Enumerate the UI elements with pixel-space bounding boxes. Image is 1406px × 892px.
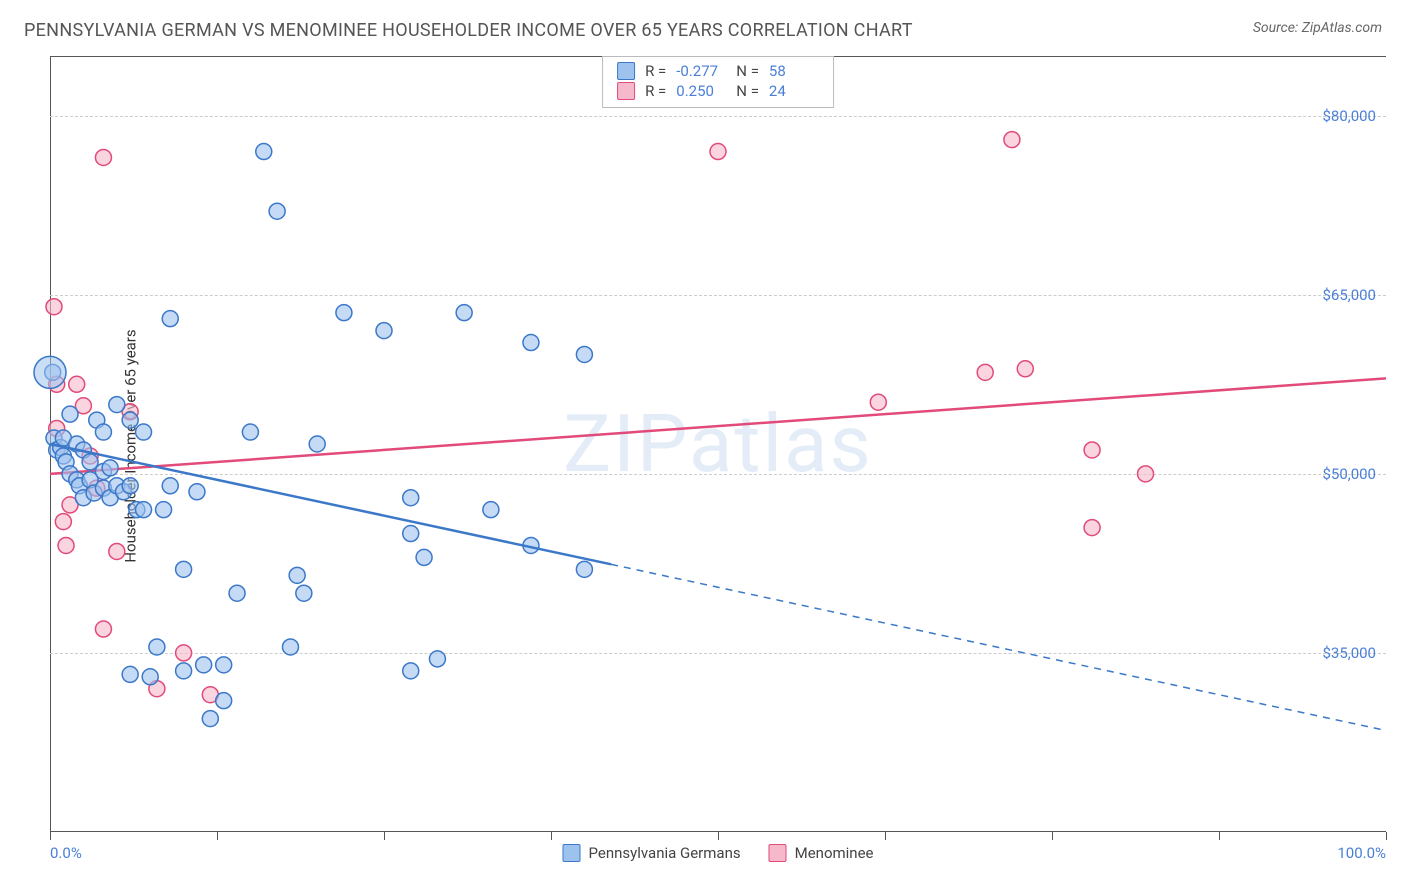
data-point xyxy=(69,376,85,392)
data-point xyxy=(710,144,726,160)
data-point xyxy=(416,549,432,565)
data-point xyxy=(189,484,205,500)
data-point xyxy=(256,144,272,160)
x-tick xyxy=(1386,832,1387,840)
data-point xyxy=(1017,361,1033,377)
data-point xyxy=(576,561,592,577)
data-point xyxy=(162,311,178,327)
data-point xyxy=(456,305,472,321)
stats-row-mn: R = 0.250 N = 24 xyxy=(617,81,819,101)
data-point xyxy=(176,663,192,679)
data-point xyxy=(1084,520,1100,536)
data-point xyxy=(1084,442,1100,458)
legend-swatch-pg-icon xyxy=(563,844,581,862)
legend-swatch-mn-icon xyxy=(769,844,787,862)
data-point xyxy=(162,478,178,494)
data-point xyxy=(122,478,138,494)
data-point xyxy=(95,424,111,440)
stats-row-pg: R = -0.277 N = 58 xyxy=(617,61,819,81)
legend-item-pg: Pennsylvania Germans xyxy=(563,844,741,862)
data-point xyxy=(136,424,152,440)
data-point xyxy=(216,657,232,673)
legend-label-pg: Pennsylvania Germans xyxy=(589,844,741,862)
r-label-pg: R = xyxy=(645,62,666,80)
data-point xyxy=(870,394,886,410)
data-point xyxy=(149,639,165,655)
trend-line-dashed xyxy=(611,564,1386,730)
data-point xyxy=(376,323,392,339)
chart-title: PENNSYLVANIA GERMAN VS MENOMINEE HOUSEHO… xyxy=(24,20,913,41)
chart-area: ZIPatlas $35,000$50,000$65,000$80,000 R … xyxy=(50,56,1386,832)
data-point xyxy=(216,693,232,709)
data-point xyxy=(403,663,419,679)
data-point xyxy=(403,526,419,542)
data-point-large xyxy=(34,356,66,388)
n-value-pg: 58 xyxy=(769,62,819,80)
data-point xyxy=(1004,132,1020,148)
data-point xyxy=(95,621,111,637)
plot-svg xyxy=(50,56,1386,832)
data-point xyxy=(58,537,74,553)
source-label: Source: ZipAtlas.com xyxy=(1253,20,1382,36)
r-label-mn: R = xyxy=(645,82,666,100)
r-value-pg: -0.277 xyxy=(676,62,726,80)
data-point xyxy=(122,412,138,428)
x-axis-min-label: 0.0% xyxy=(50,844,82,862)
r-value-mn: 0.250 xyxy=(676,82,726,100)
data-point xyxy=(483,502,499,518)
data-point xyxy=(196,657,212,673)
data-point xyxy=(102,460,118,476)
data-point xyxy=(176,645,192,661)
data-point xyxy=(282,639,298,655)
data-point xyxy=(977,364,993,380)
data-point xyxy=(202,711,218,727)
data-point xyxy=(229,585,245,601)
stats-legend: R = -0.277 N = 58 R = 0.250 N = 24 xyxy=(602,56,834,108)
data-point xyxy=(142,669,158,685)
n-label-mn: N = xyxy=(736,82,759,100)
data-point xyxy=(62,406,78,422)
data-point xyxy=(109,543,125,559)
data-point xyxy=(156,502,172,518)
data-point xyxy=(95,149,111,165)
data-point xyxy=(403,490,419,506)
data-point xyxy=(269,203,285,219)
data-point xyxy=(136,502,152,518)
x-axis-max-label: 100.0% xyxy=(1337,844,1386,862)
data-point xyxy=(109,397,125,413)
data-point xyxy=(309,436,325,452)
legend-label-mn: Menominee xyxy=(795,844,874,862)
data-point xyxy=(576,346,592,362)
data-point xyxy=(46,299,62,315)
data-point xyxy=(55,514,71,530)
swatch-pg-icon xyxy=(617,62,635,80)
data-point xyxy=(429,651,445,667)
data-point xyxy=(176,561,192,577)
legend-item-mn: Menominee xyxy=(769,844,874,862)
swatch-mn-icon xyxy=(617,82,635,100)
data-point xyxy=(122,666,138,682)
n-value-mn: 24 xyxy=(769,82,819,100)
data-point xyxy=(523,335,539,351)
data-point xyxy=(242,424,258,440)
series-legend: Pennsylvania Germans Menominee xyxy=(563,844,874,862)
data-point xyxy=(336,305,352,321)
data-point xyxy=(1138,466,1154,482)
data-point xyxy=(289,567,305,583)
data-point xyxy=(296,585,312,601)
n-label-pg: N = xyxy=(736,62,759,80)
